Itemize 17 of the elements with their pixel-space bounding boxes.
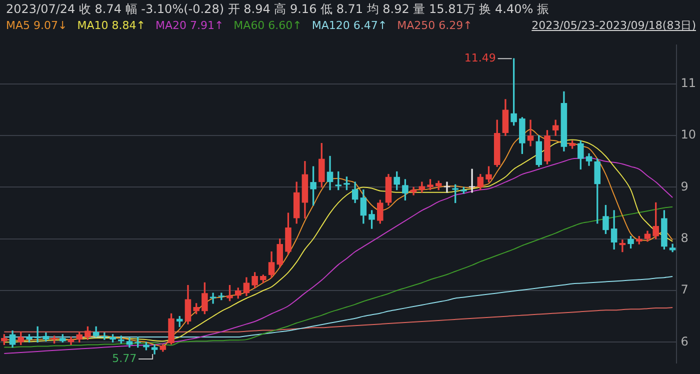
annotation: 11.49 bbox=[464, 51, 496, 64]
text: MA120 6.47↑ bbox=[312, 18, 388, 34]
text: MA5 9.07↓ bbox=[6, 18, 68, 34]
text: 2023/05/23-2023/09/18(83日) bbox=[532, 18, 696, 34]
y-tick-label: 7 bbox=[680, 282, 688, 297]
candlestick bbox=[452, 184, 458, 204]
text: 2023/07/24 收 8.74 幅 -3.10%(-0.28) 开 8.94 高 9.16 低 8.71 均 8.92 量 15.81万 换 4.40% 振 bbox=[5, 1, 550, 18]
text: MA10 8.84↑ bbox=[77, 18, 146, 34]
text: MA250 6.29↑ bbox=[397, 18, 472, 34]
text: MA60 6.60↑ bbox=[234, 18, 302, 34]
annotation: 5.77 bbox=[112, 352, 137, 365]
text: MA20 7.91↑ bbox=[155, 18, 224, 34]
y-tick-label: 11 bbox=[680, 76, 696, 90]
y-tick-label: 8 bbox=[680, 230, 688, 245]
y-tick-label: 10 bbox=[680, 128, 696, 142]
y-tick-label: 6 bbox=[680, 334, 688, 348]
y-tick-label: 9 bbox=[680, 179, 688, 194]
